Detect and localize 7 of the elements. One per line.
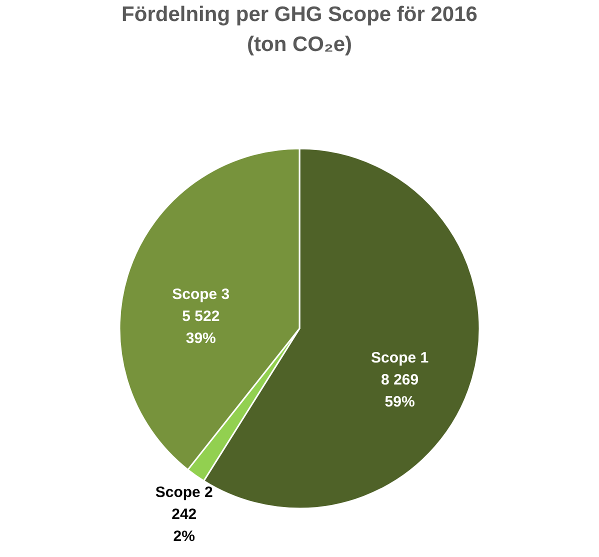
slice-label: Scope 1 [371, 349, 429, 366]
slice-label: Scope 2 [155, 484, 213, 501]
slice-label: Scope 3 [172, 286, 230, 304]
data-label: 5 522 39% [182, 308, 220, 348]
data-label: 8 269 59% [381, 371, 419, 410]
chart-title: Fördelning per GHG Scope för 2016 (ton CO₂e) [122, 3, 478, 56]
data-label: 242 2% [172, 506, 197, 545]
